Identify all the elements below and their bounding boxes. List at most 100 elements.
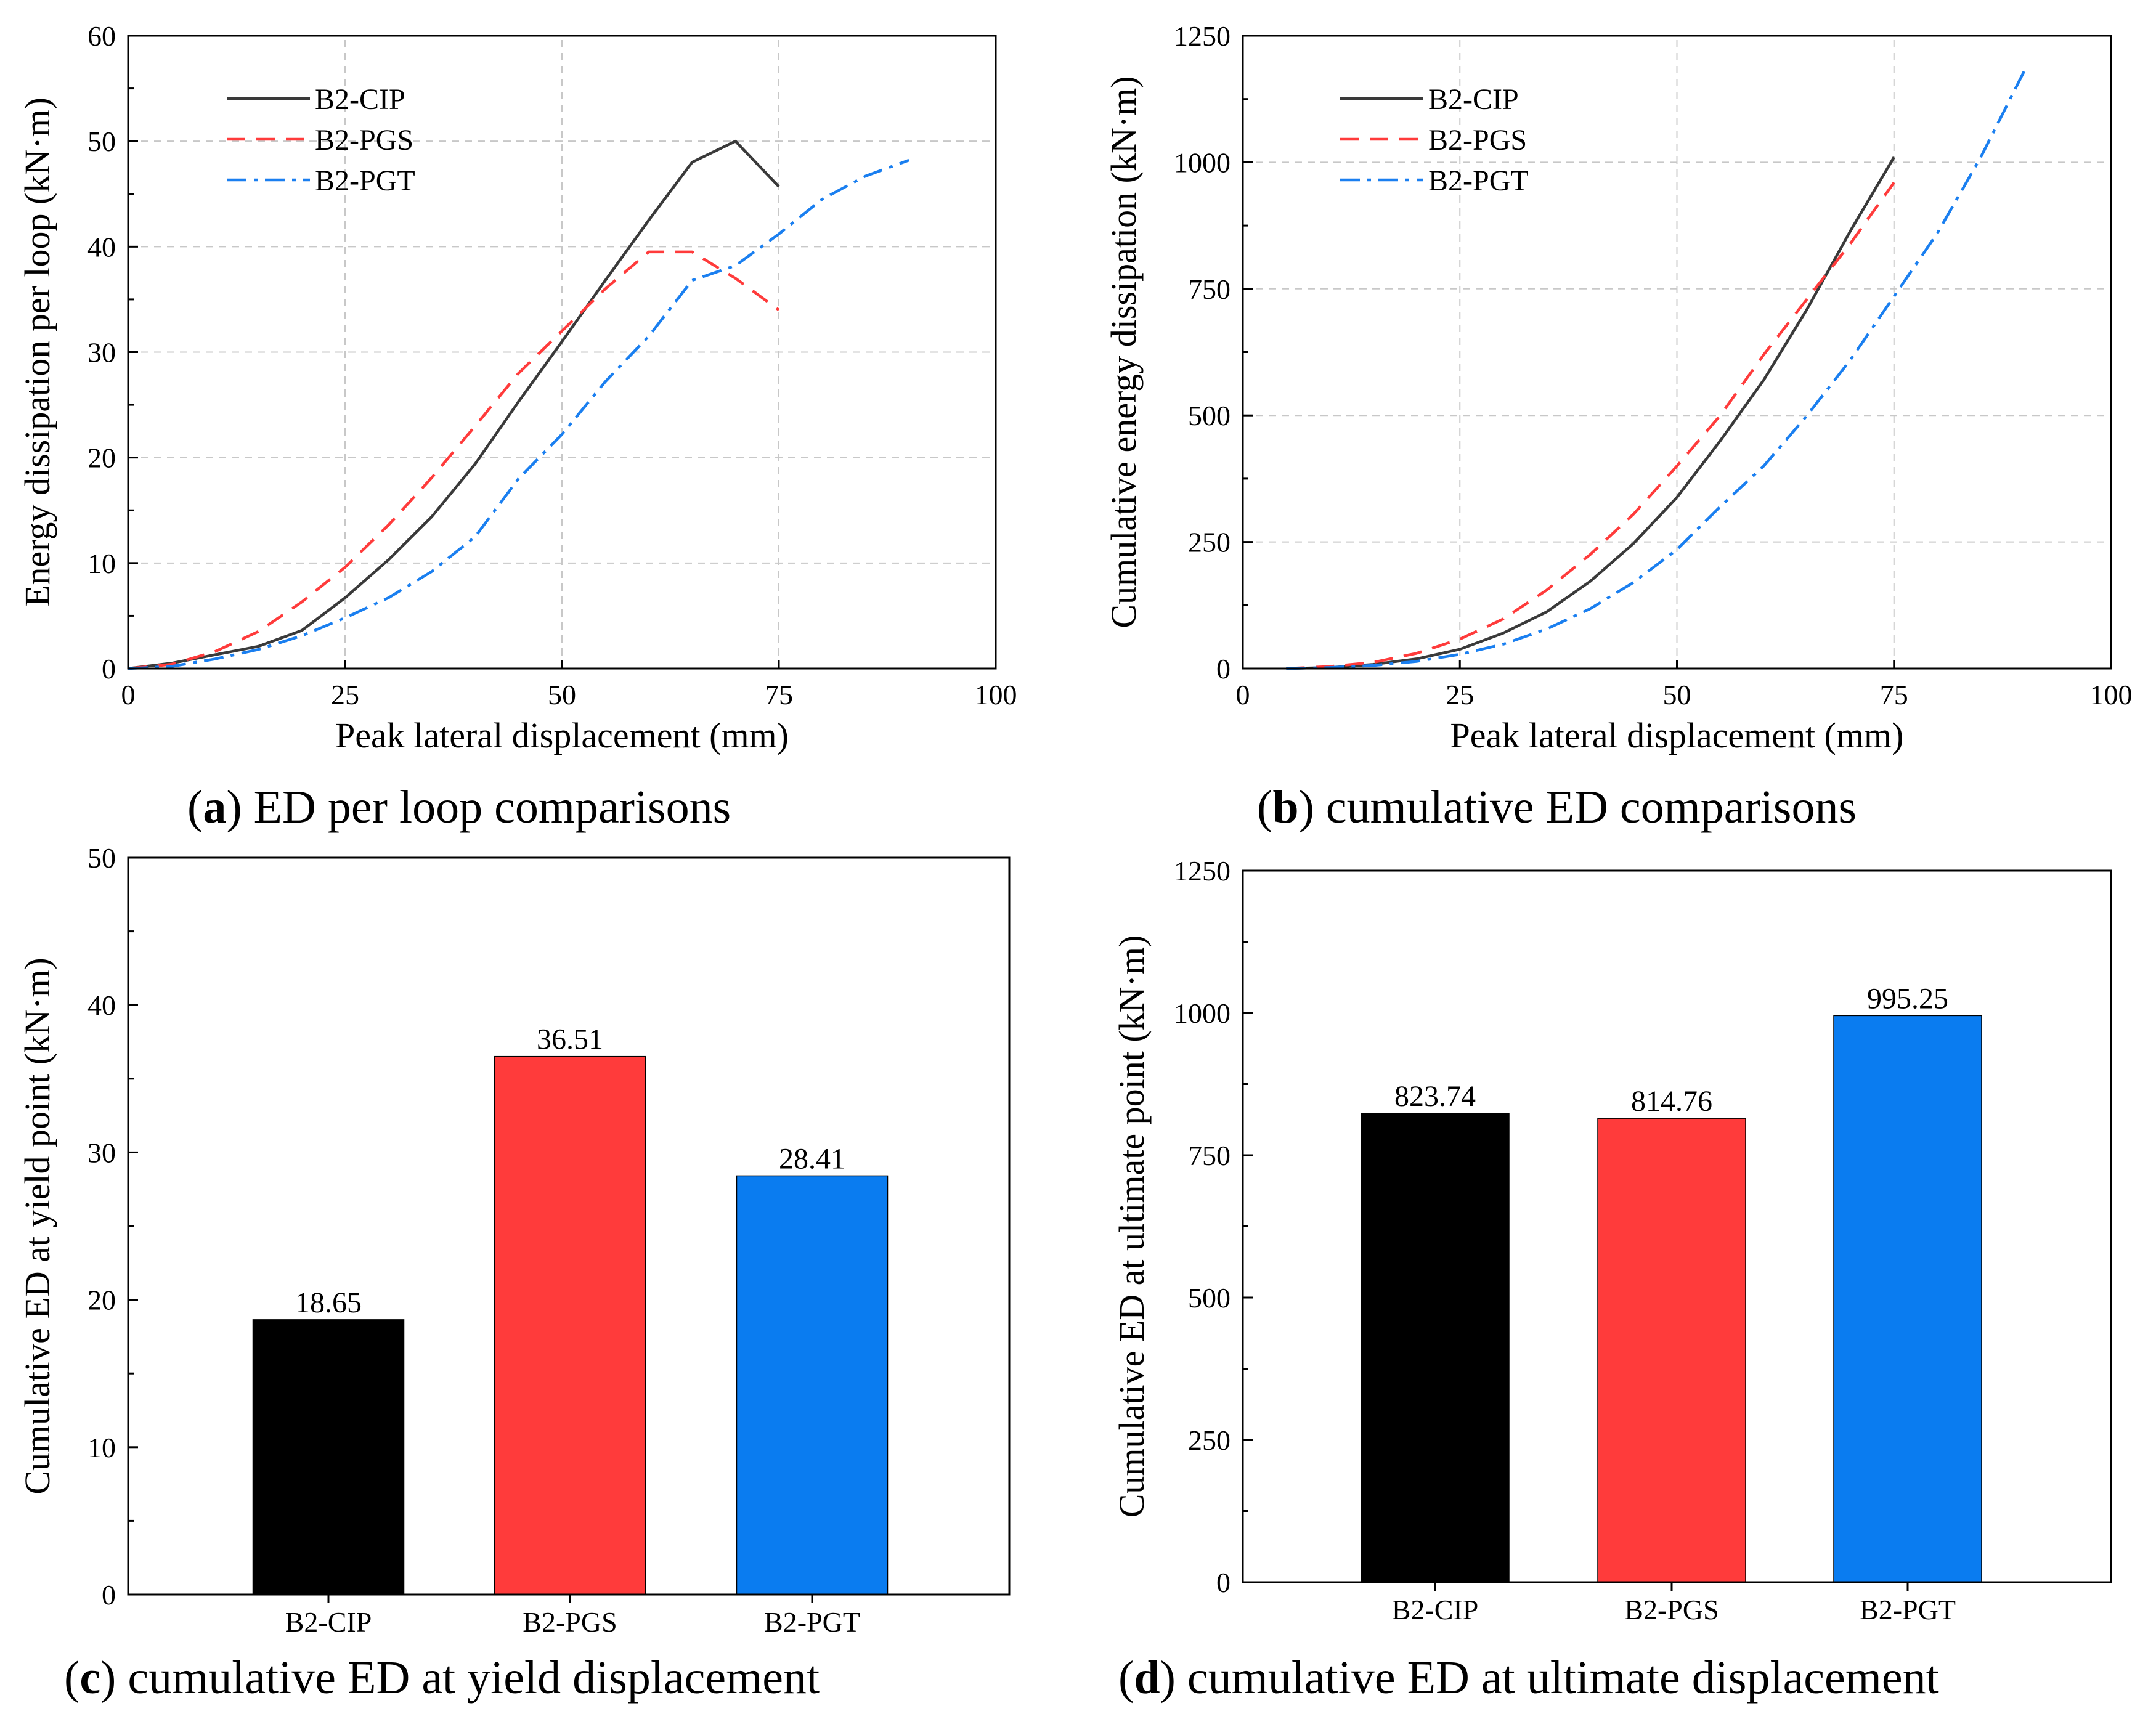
panel-d: 823.74 B2-CIP 814.76 B2-PGS 995.25 B2-PGT 0 250… — [1112, 855, 2112, 1704]
x-tick-label: B2-PGS — [1624, 1594, 1719, 1625]
x-tick-label: 100 — [2090, 679, 2133, 710]
x-tick-label: 100 — [975, 679, 1017, 710]
plot-frame — [127, 856, 1011, 1596]
y-tick-label: 10 — [87, 548, 116, 579]
caption-letter: b — [1272, 781, 1298, 833]
y-tick-label: 500 — [1188, 1282, 1231, 1314]
caption-text: ED per loop comparisons — [242, 781, 731, 833]
bar-value-label: 36.51 — [537, 1023, 603, 1056]
y-tick-label: 250 — [1188, 1424, 1231, 1456]
y-tick-label: 40 — [87, 231, 116, 262]
caption-letter: d — [1134, 1652, 1160, 1704]
x-tick-label: 0 — [121, 679, 136, 710]
caption-letter: c — [79, 1652, 100, 1704]
legend-label-b2-pgs: B2-PGS — [1428, 124, 1527, 156]
series-line-b2-pgs — [1286, 181, 1895, 670]
y-tick-label: 20 — [87, 442, 116, 474]
caption-c: (c) cumulative ED at yield displacement — [64, 1652, 820, 1704]
y-tick-label: 60 — [87, 20, 116, 52]
x-tick-label: B2-CIP — [285, 1606, 372, 1638]
plot-frame — [127, 35, 997, 670]
legend-label-b2-cip: B2-CIP — [315, 83, 405, 116]
y-tick-label: 0 — [1216, 653, 1231, 685]
x-tick-label: B2-PGT — [764, 1606, 860, 1638]
caption-close: ) — [1160, 1652, 1176, 1704]
series-line-b2-pgt — [1286, 70, 2026, 670]
legend-label-b2-pgs: B2-PGS — [315, 124, 413, 156]
bar-b2-pgt — [1833, 1015, 1982, 1583]
y-tick-label: 10 — [87, 1432, 116, 1463]
bar-value-label: 18.65 — [295, 1286, 362, 1319]
y-tick-label: 0 — [1216, 1567, 1231, 1598]
y-tick-label: 1250 — [1174, 20, 1231, 52]
y-tick-label: 1250 — [1174, 855, 1231, 887]
bar-b2-cip — [252, 1319, 405, 1595]
y-tick-label: 50 — [87, 126, 116, 157]
x-tick-label: B2-CIP — [1392, 1594, 1479, 1625]
caption-open: ( — [1118, 1652, 1134, 1704]
y-tick-label: 30 — [87, 1137, 116, 1168]
plot-frame — [1242, 869, 2112, 1583]
y-tick-label: 30 — [87, 337, 116, 368]
y-tick-label: 250 — [1188, 527, 1231, 558]
x-tick-label: 75 — [765, 679, 793, 710]
panel-b: B2-CIP B2-PGS B2-PGT 0 25 50 75 100 Peak lateral… — [1104, 20, 2133, 833]
bar-value-label: 995.25 — [1867, 982, 1948, 1015]
x-tick-label: 50 — [548, 679, 576, 710]
panel-c: 18.65 B2-CIP 36.51 B2-PGS 28.41 B2-PGT 0 10 20 30… — [17, 842, 1011, 1704]
y-axis-title: Energy dissipation per loop (kN·m) — [17, 97, 57, 607]
y-tick-label: 500 — [1188, 400, 1231, 431]
series-line-b2-pgt — [128, 158, 909, 670]
y-tick-label: 750 — [1188, 274, 1231, 305]
caption-close: ) — [100, 1652, 116, 1704]
series-line-b2-cip — [1286, 156, 1895, 670]
caption-open: ( — [1257, 781, 1272, 833]
bar-value-label: 814.76 — [1631, 1085, 1712, 1118]
series-line-b2-pgs — [128, 250, 780, 670]
y-tick-label: 40 — [87, 990, 116, 1021]
x-tick-label: B2-PGT — [1860, 1594, 1956, 1625]
bar-b2-cip — [1361, 1113, 1510, 1583]
bar-b2-pgs — [1597, 1118, 1746, 1583]
caption-text: cumulative ED at yield displacement — [116, 1652, 820, 1704]
y-tick-label: 1000 — [1174, 147, 1231, 178]
y-tick-label: 750 — [1188, 1140, 1231, 1171]
x-tick-label: 0 — [1236, 679, 1250, 710]
caption-open: ( — [187, 781, 203, 833]
caption-text: cumulative ED at ultimate displacement — [1176, 1652, 1939, 1704]
bar-value-label: 823.74 — [1394, 1080, 1476, 1113]
y-axis-title: Cumulative ED at yield point (kN·m) — [17, 957, 57, 1494]
caption-a: (a) ED per loop comparisons — [187, 781, 731, 833]
caption-d: (d) cumulative ED at ultimate displaceme… — [1118, 1652, 1939, 1704]
caption-open: ( — [64, 1652, 79, 1704]
x-axis-title: Peak lateral displacement (mm) — [335, 715, 789, 755]
caption-close: ) — [1299, 781, 1314, 833]
x-tick-label: B2-PGS — [523, 1606, 617, 1638]
y-axis-title: Cumulative ED at ultimate point (kN·m) — [1112, 935, 1152, 1518]
y-tick-label: 50 — [87, 842, 116, 874]
series-line-b2-cip — [128, 139, 780, 670]
legend-label-b2-pgt: B2-PGT — [1428, 165, 1529, 197]
y-tick-label: 20 — [87, 1285, 116, 1316]
bar-b2-pgt — [736, 1175, 889, 1595]
x-axis-title: Peak lateral displacement (mm) — [1450, 715, 1904, 755]
x-tick-label: 25 — [331, 679, 359, 710]
caption-letter: a — [203, 781, 226, 833]
y-axis-title: Cumulative energy dissipation (kN·m) — [1104, 76, 1144, 628]
bar-value-label: 28.41 — [779, 1142, 845, 1175]
x-tick-label: 25 — [1446, 679, 1474, 710]
caption-text: cumulative ED comparisons — [1314, 781, 1857, 833]
y-tick-label: 0 — [102, 1579, 116, 1611]
x-tick-label: 50 — [1663, 679, 1691, 710]
plot-frame — [1242, 35, 2112, 670]
y-tick-label: 0 — [102, 653, 116, 685]
legend-label-b2-pgt: B2-PGT — [315, 165, 415, 197]
bar-b2-pgs — [494, 1055, 646, 1595]
legend-label-b2-cip: B2-CIP — [1428, 83, 1519, 116]
caption-b: (b) cumulative ED comparisons — [1257, 781, 1857, 833]
y-tick-label: 1000 — [1174, 998, 1231, 1029]
x-tick-label: 75 — [1880, 679, 1908, 710]
caption-close: ) — [226, 781, 242, 833]
